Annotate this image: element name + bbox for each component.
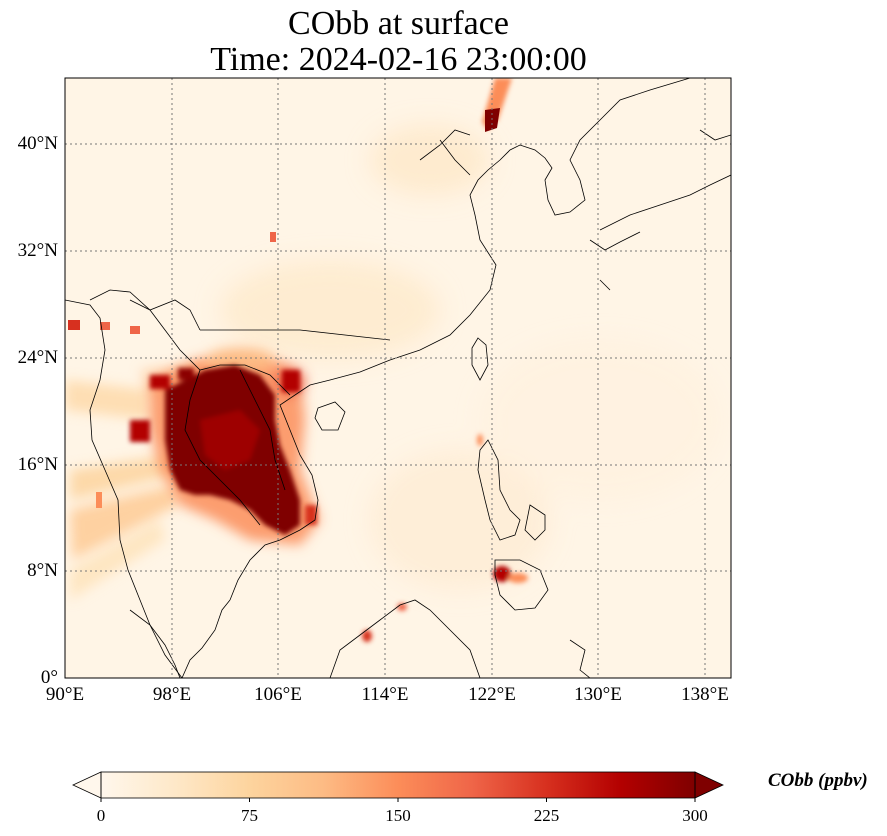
- plume-islands: [362, 434, 528, 642]
- colorbar-extend-max: [694, 771, 724, 799]
- lon-tick-label: 114°E: [361, 684, 409, 705]
- lat-tick-label: 40°N: [17, 133, 58, 154]
- lon-tick-label: 98°E: [152, 684, 192, 705]
- coastlines: [65, 78, 731, 678]
- colorbar-tick-label: 75: [241, 806, 258, 825]
- colorbar-tick-label: 300: [682, 806, 708, 825]
- lat-tick-label: 8°N: [27, 560, 58, 581]
- plume-core-indochina: [130, 365, 317, 535]
- lon-tick-label: 106°E: [254, 684, 302, 705]
- lon-tick-label: 138°E: [681, 684, 729, 705]
- colorbar-label: CObb (ppbv): [768, 770, 868, 791]
- colorbar-tick-label: 150: [385, 806, 411, 825]
- lon-tick-label: 130°E: [574, 684, 622, 705]
- map-subtitle-time: Time: 2024-02-16 23:00:00: [210, 41, 587, 78]
- colorbar: [72, 771, 724, 802]
- colorbar-gradient: [101, 772, 695, 798]
- lat-tick-label: 32°N: [17, 240, 58, 261]
- graticule-lines: [65, 78, 731, 678]
- colorbar-tick-label: 225: [533, 806, 560, 825]
- plume-hotspots: [68, 232, 276, 508]
- colorbar-tick-label: 0: [96, 806, 106, 825]
- lon-tick-label: 122°E: [468, 684, 516, 705]
- map-field: [65, 78, 731, 678]
- map-frame: [64, 77, 732, 679]
- lat-tick-label: 16°N: [17, 454, 58, 475]
- colorbar-extend-min: [72, 771, 102, 799]
- map-title: CObb at surface: [288, 5, 509, 42]
- lon-tick-label: 90°E: [45, 684, 85, 705]
- lat-tick-label: 24°N: [17, 347, 58, 368]
- lat-tick-label: 0°: [40, 667, 58, 688]
